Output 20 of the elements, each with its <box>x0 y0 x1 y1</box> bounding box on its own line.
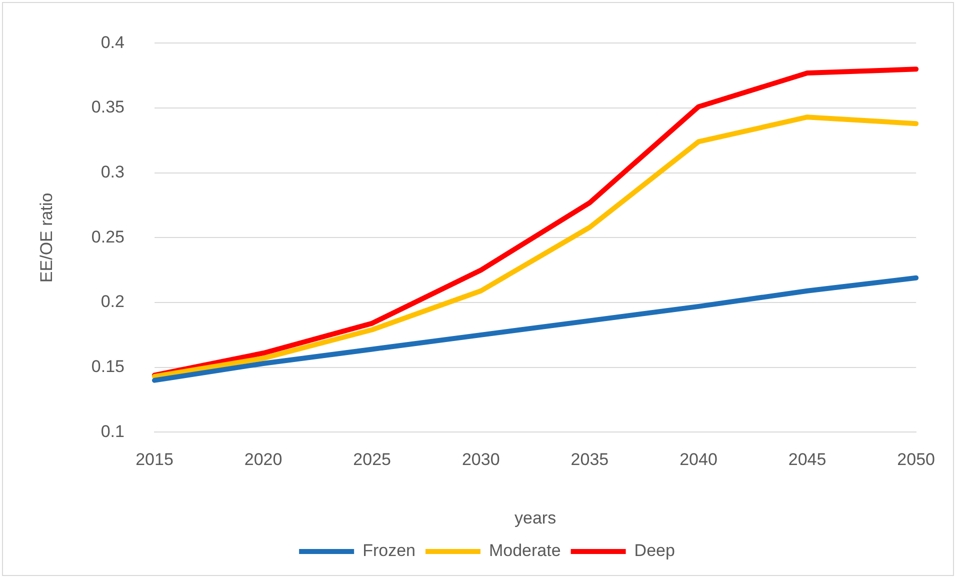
y-tick-label: 0.2 <box>100 292 124 312</box>
x-tick-label: 2045 <box>788 450 826 470</box>
x-tick-label: 2050 <box>897 450 936 470</box>
x-tick-label: 2020 <box>244 450 282 470</box>
x-tick-label: 2040 <box>680 450 718 470</box>
x-axis-title: years <box>514 508 556 528</box>
y-tick-label: 0.4 <box>100 32 124 52</box>
x-tick-label: 2025 <box>353 450 391 470</box>
y-tick-label: 0.25 <box>91 227 124 246</box>
legend-label: Moderate <box>488 541 561 560</box>
x-tick-label: 2015 <box>136 450 174 470</box>
legend-label: Frozen <box>362 541 416 560</box>
x-tick-label: 2030 <box>462 450 500 470</box>
legend-label: Deep <box>634 541 675 560</box>
y-tick-label: 0.1 <box>100 422 124 441</box>
y-tick-label: 0.3 <box>100 162 124 182</box>
x-tick-label: 2035 <box>570 450 609 470</box>
y-tick-label: 0.35 <box>91 98 124 117</box>
y-tick-label: 0.15 <box>91 357 124 376</box>
y-axis-title: EE/OE ratio <box>36 192 56 283</box>
